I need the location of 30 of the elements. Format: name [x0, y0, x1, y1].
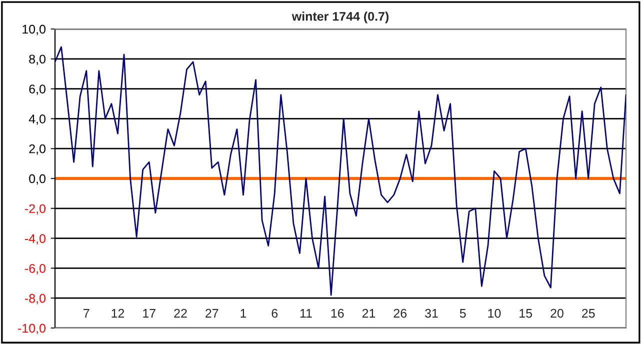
x-tick-label: 16 [331, 308, 344, 318]
x-tick-label: 31 [425, 308, 438, 318]
y-tick-label: 2,0 [29, 144, 46, 155]
y-tick-label: 10,0 [22, 24, 46, 36]
y-tick-label: 6,0 [29, 84, 46, 95]
x-tick-label: 26 [394, 308, 407, 318]
y-tick-label: 8,0 [29, 54, 46, 66]
y-tick-label: -6,0 [24, 264, 46, 274]
y-tick-label: -4,0 [24, 234, 46, 244]
x-tick-label: 7 [84, 309, 90, 318]
x-tick-label: 11 [300, 309, 312, 318]
x-tick-label: 22 [174, 308, 187, 318]
x-tick-label: 15 [520, 309, 532, 318]
x-tick-label: 20 [550, 308, 564, 318]
y-tick-label: -8,0 [24, 294, 46, 304]
x-tick-label: 21 [362, 308, 376, 318]
chart-title: winter 1744 (0.7) [292, 12, 389, 24]
y-tick-label: -10,0 [18, 324, 46, 334]
y-tick-label: 0,0 [29, 174, 46, 185]
line-series [55, 46, 626, 296]
x-tick-label: 17 [143, 309, 156, 318]
y-tick-label: -2,0 [24, 204, 46, 215]
x-tick-label: 5 [460, 309, 466, 318]
x-tick-label: 10 [488, 308, 501, 318]
x-tick-label: 1 [240, 309, 246, 318]
x-tick-label: 25 [582, 308, 595, 318]
x-tick-label: 6 [272, 308, 278, 318]
x-tick-label: 27 [206, 308, 218, 318]
y-tick-label: 4,0 [28, 114, 46, 125]
x-tick-label: 12 [112, 308, 124, 318]
